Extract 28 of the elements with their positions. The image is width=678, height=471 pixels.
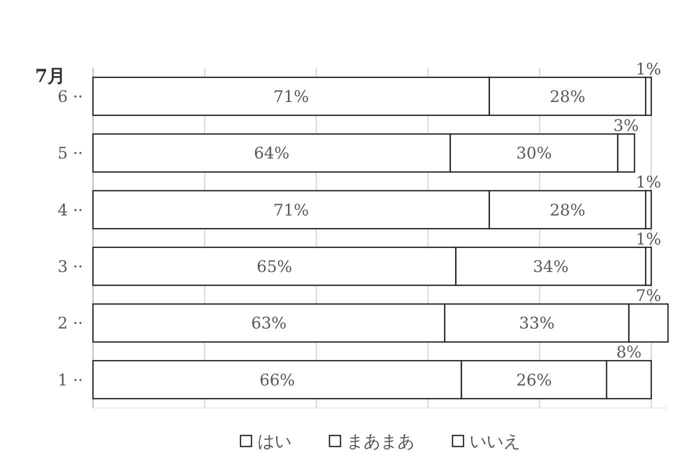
data-label: 3%: [613, 116, 639, 136]
data-label: 28%: [550, 200, 586, 220]
data-label: 8%: [616, 342, 642, 362]
data-label: 28%: [550, 86, 586, 106]
y-tick-label: 5 ··: [58, 144, 83, 163]
legend-label: いいえ: [470, 432, 520, 452]
data-label: 26%: [516, 370, 552, 390]
data-label: 1%: [636, 172, 662, 192]
data-label: 64%: [254, 144, 290, 163]
data-label: 63%: [251, 314, 287, 333]
y-tick-label: 6 ··: [58, 86, 83, 106]
data-label: 66%: [259, 370, 296, 390]
data-label: 34%: [532, 256, 569, 276]
data-label: 1%: [636, 59, 662, 78]
data-label: 7%: [636, 286, 662, 306]
data-label: 30%: [516, 144, 552, 163]
data-label: 71%: [273, 200, 309, 220]
y-tick-label: 2 ··: [58, 314, 83, 333]
data-label: 1%: [636, 229, 662, 248]
data-label: 71%: [273, 86, 309, 106]
data-label: 33%: [519, 314, 555, 333]
y-tick-label: 3 ··: [58, 256, 83, 276]
y-tick-label: 1 ··: [58, 370, 83, 390]
y-tick-label: 4 ··: [58, 200, 83, 220]
legend-label: まあまあ: [346, 432, 414, 452]
chart-title: 7月: [35, 66, 66, 87]
data-label: 65%: [256, 256, 292, 276]
legend-label: はい: [258, 432, 292, 452]
